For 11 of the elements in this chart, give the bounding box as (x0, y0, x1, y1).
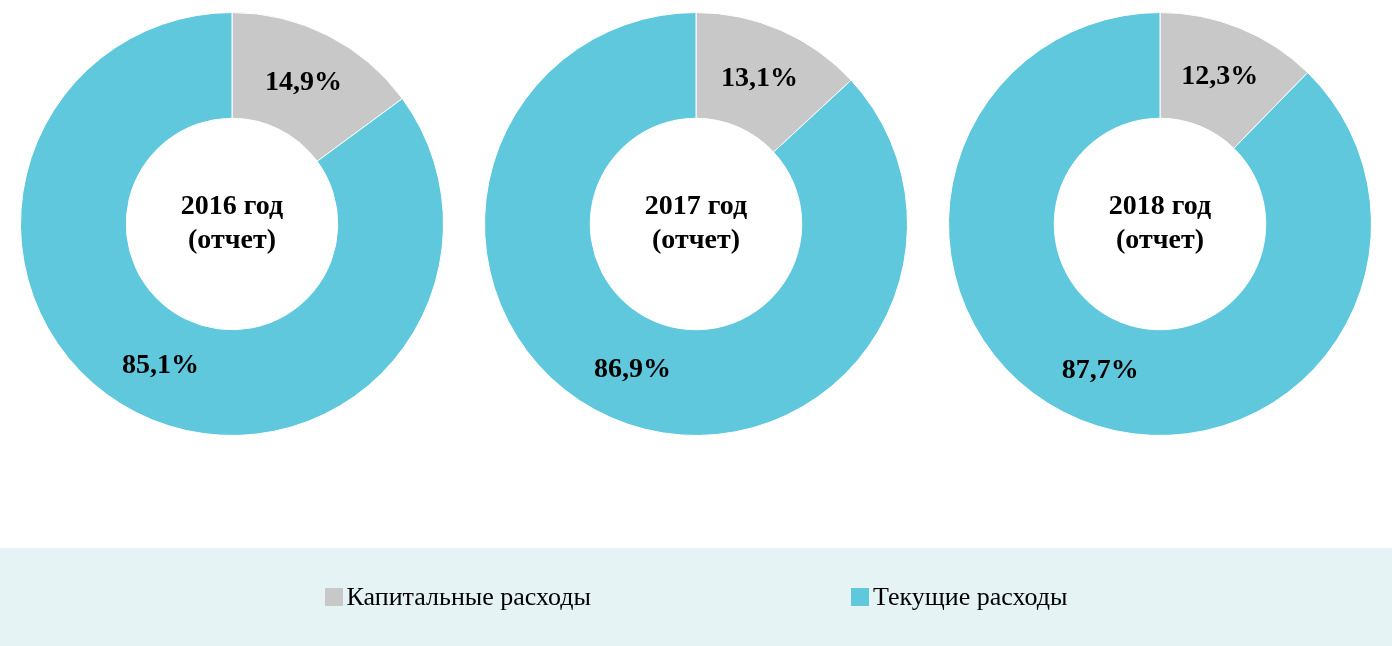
legend-label: Капитальные расходы (346, 582, 592, 612)
data-label: 85,1% (121, 347, 199, 379)
data-label: 86,9% (594, 351, 672, 383)
data-label: 13,1% (720, 60, 798, 92)
data-label: 87,7% (1061, 353, 1139, 385)
text: 2017 год (отчет) (644, 189, 748, 255)
text: 2018 год (отчет) (1108, 189, 1212, 255)
data-label: 12,3% (1181, 59, 1259, 91)
text: 2016 год (отчет) (180, 189, 284, 255)
legend-label: Текущие расходы (873, 582, 1068, 612)
data-label: 14,9% (265, 64, 343, 96)
